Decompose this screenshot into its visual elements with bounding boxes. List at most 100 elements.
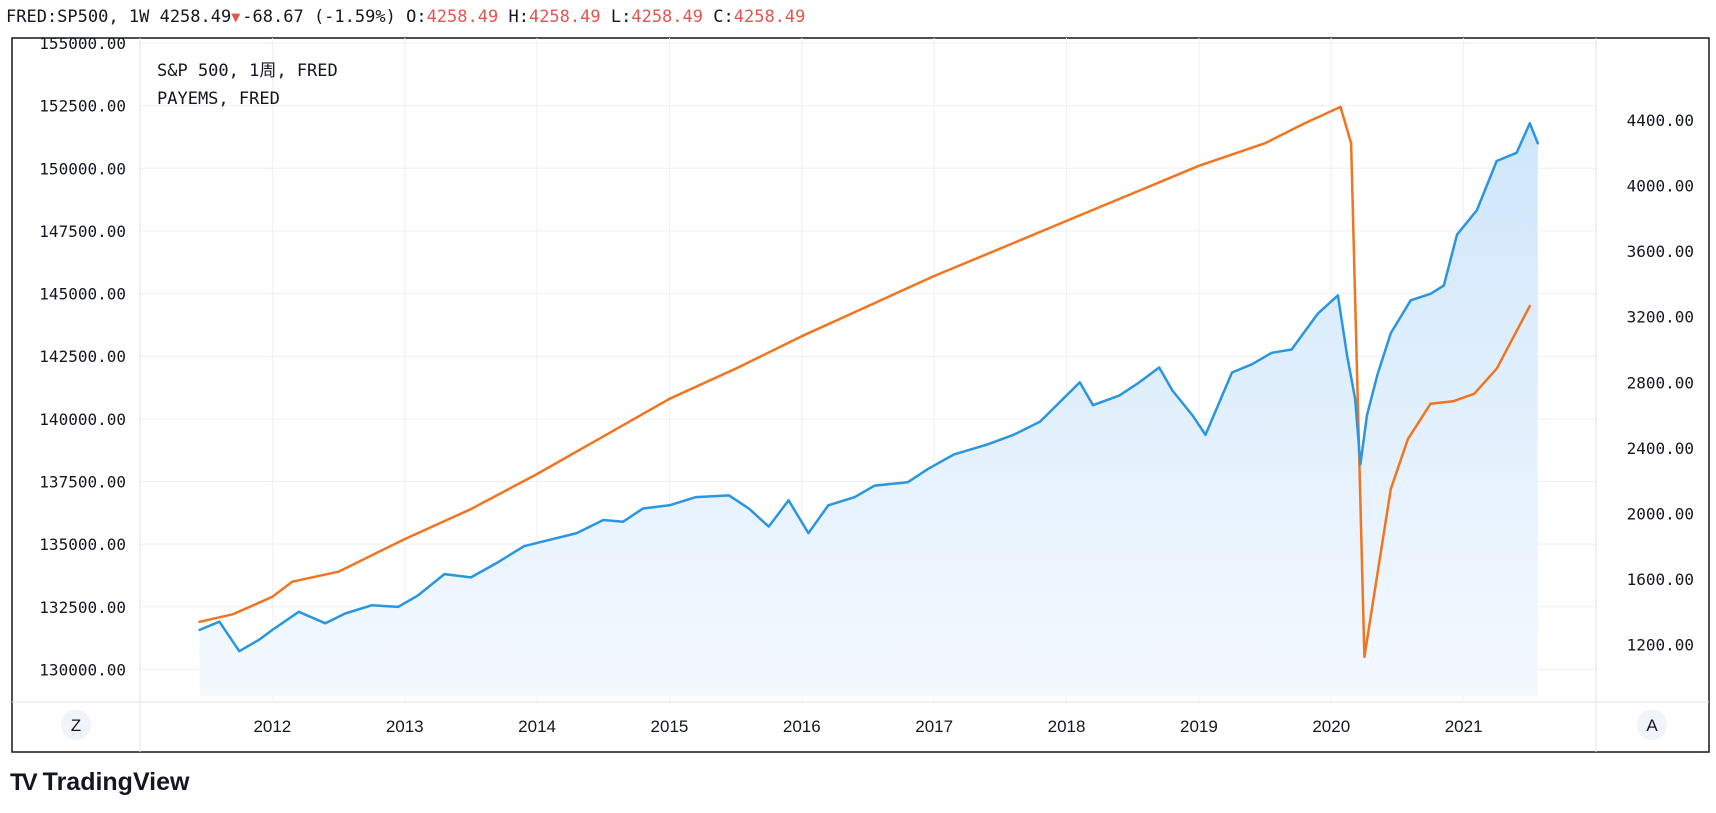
x-axis-tick: 2020 bbox=[1312, 717, 1350, 736]
sp500-point bbox=[549, 538, 552, 541]
sp500-point bbox=[258, 638, 260, 641]
close-value: 4258.49 bbox=[733, 7, 806, 27]
scale-right-circle[interactable] bbox=[1637, 710, 1667, 740]
payems-point bbox=[867, 305, 869, 307]
x-axis-tick: 2012 bbox=[253, 717, 291, 736]
legend-payems[interactable]: PAYEMS, FRED bbox=[157, 89, 280, 109]
sp500-point bbox=[1138, 381, 1141, 384]
sp500-point bbox=[1456, 233, 1458, 236]
sp500-point bbox=[238, 650, 241, 652]
sp500-point bbox=[496, 561, 499, 564]
sp500-point bbox=[668, 504, 671, 507]
scale-right-label[interactable]: A bbox=[1646, 716, 1658, 735]
sp500-point bbox=[622, 520, 624, 523]
close-label: C: bbox=[713, 7, 734, 27]
sp500-point bbox=[1390, 332, 1392, 334]
last-price: 4258.49 bbox=[159, 7, 232, 27]
symbol-name[interactable]: FRED:SP500, bbox=[6, 7, 119, 27]
sp500-point bbox=[298, 611, 300, 613]
x-axis-tick: 2017 bbox=[915, 717, 953, 736]
x-axis-tick: 2013 bbox=[386, 717, 424, 736]
sp500-point bbox=[1409, 299, 1412, 302]
right-axis-tick: 2000.00 bbox=[1627, 504, 1694, 523]
payems-point bbox=[1390, 488, 1392, 490]
sp500-point bbox=[906, 481, 909, 484]
left-axis-tick: 140000.00 bbox=[39, 410, 126, 429]
payems-point bbox=[1473, 393, 1475, 395]
tradingview-logo[interactable]: TV TradingView bbox=[10, 768, 189, 797]
payems-point bbox=[291, 580, 294, 583]
sp500-point bbox=[1346, 355, 1348, 357]
scale-left-label[interactable]: Z bbox=[71, 716, 81, 735]
sp500-point bbox=[1429, 293, 1432, 295]
sp500-point bbox=[198, 629, 201, 631]
sp500-point bbox=[986, 443, 988, 446]
symbol-header: FRED:SP500, 1W 4258.49 ▼ -68.67 (-1.59%) O… bbox=[6, 4, 805, 30]
left-axis-tick: 135000.00 bbox=[39, 535, 126, 554]
payems-point bbox=[1131, 192, 1134, 195]
sp500-point bbox=[1290, 348, 1293, 351]
sp500-point bbox=[417, 594, 419, 597]
low-label: L: bbox=[610, 7, 632, 27]
payems-point bbox=[470, 508, 472, 510]
sp500-point bbox=[576, 532, 578, 534]
sp500-point bbox=[602, 519, 605, 521]
tradingview-text: TradingView bbox=[42, 768, 190, 796]
left-axis-tick: 142500.00 bbox=[39, 347, 126, 366]
payems-point bbox=[1350, 142, 1352, 144]
sp500-point bbox=[642, 507, 644, 510]
scale-left-button[interactable]: Z bbox=[61, 710, 91, 740]
payems-point bbox=[668, 398, 671, 400]
payems-point bbox=[1407, 438, 1409, 440]
left-axis-tick: 130000.00 bbox=[39, 660, 126, 679]
axis-labels: 130000.00 132500.00 135000.00 137500.00 1400… bbox=[39, 34, 1694, 736]
payems-point bbox=[1452, 400, 1454, 403]
sp500-point bbox=[1039, 420, 1041, 423]
sp500-point bbox=[1359, 463, 1362, 466]
interval-label[interactable]: 1W bbox=[128, 7, 150, 27]
sp500-point bbox=[344, 612, 347, 615]
right-axis-tick: 4000.00 bbox=[1627, 177, 1694, 196]
sp500-point bbox=[1079, 381, 1081, 384]
payems-point bbox=[801, 335, 803, 338]
sp500-point bbox=[1231, 371, 1233, 374]
scale-left-circle[interactable] bbox=[61, 710, 91, 740]
sp500-point bbox=[1354, 397, 1356, 400]
left-axis-tick: 152500.00 bbox=[39, 97, 126, 116]
down-arrow-icon: ▼ bbox=[231, 8, 241, 26]
scale-right-button[interactable]: A bbox=[1637, 710, 1667, 740]
right-axis-tick: 1600.00 bbox=[1627, 570, 1694, 589]
payems-point bbox=[403, 538, 406, 540]
sp500-point bbox=[324, 622, 327, 625]
sp500-line[interactable] bbox=[198, 122, 1540, 653]
legend-sp500[interactable]: S&P 500, 1周, FRED bbox=[157, 61, 338, 81]
payems-point bbox=[231, 613, 234, 616]
x-axis-tick: 2018 bbox=[1048, 717, 1086, 736]
right-axis-tick: 3200.00 bbox=[1627, 308, 1694, 327]
sp500-point bbox=[787, 499, 790, 502]
left-axis-tick: 155000.00 bbox=[39, 34, 126, 53]
sp500-point bbox=[443, 573, 446, 575]
sp500-point bbox=[827, 504, 830, 507]
payems-point bbox=[1429, 403, 1432, 405]
payems-point bbox=[602, 435, 605, 438]
price-change-percent: (-1.59%) bbox=[313, 7, 396, 27]
sp500-point bbox=[218, 620, 221, 623]
payems-point bbox=[337, 570, 340, 573]
payems-point bbox=[1529, 305, 1531, 307]
sp500-point bbox=[807, 532, 810, 534]
payems-point bbox=[1304, 122, 1306, 124]
left-axis-tick: 150000.00 bbox=[39, 159, 126, 178]
payems-point bbox=[1339, 106, 1342, 108]
high-value: 4258.49 bbox=[528, 7, 601, 27]
sp500-point bbox=[1366, 414, 1368, 416]
sp500-point bbox=[1376, 373, 1379, 375]
sp500-point bbox=[1118, 394, 1121, 397]
x-axis-tick: 2015 bbox=[651, 717, 689, 736]
left-axis-tick: 137500.00 bbox=[39, 473, 126, 492]
payems-point bbox=[1374, 588, 1376, 590]
sp500-point bbox=[728, 494, 730, 497]
right-axis-tick: 4400.00 bbox=[1627, 111, 1694, 130]
sp500-point bbox=[1092, 404, 1094, 407]
